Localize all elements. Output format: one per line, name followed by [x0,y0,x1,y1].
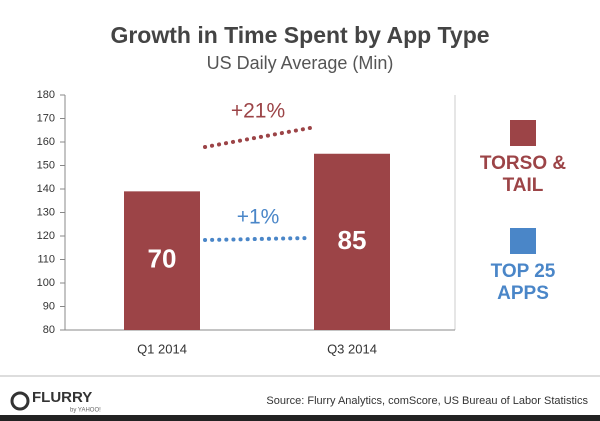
y-tick-label: 120 [37,230,55,242]
data-label: 70 [148,244,177,274]
x-tick-label: Q3 2014 [327,341,377,356]
y-tick-label: 150 [37,159,55,171]
legend-label: TOP 25 APPS [490,261,556,304]
y-tick-label: 140 [37,183,55,195]
dotted-connector [203,126,312,149]
dotted-connector [203,236,312,242]
chart-title: Growth in Time Spent by App Type [110,22,489,48]
logo: FLURRY [32,389,92,406]
legend-swatch [510,228,536,254]
legend-swatch [510,120,536,146]
y-tick-label: 100 [37,277,55,289]
y-tick-label: 80 [43,324,55,336]
annotation: +1% [237,206,280,229]
y-tick-label: 90 [43,300,55,312]
x-tick-label: Q1 2014 [137,341,187,356]
y-tick-label: 130 [37,206,55,218]
legend-label: TORSO & TAIL [479,153,567,196]
data-label: 85 [338,225,367,255]
logo-icon [10,391,30,411]
annotation: +21% [231,100,285,123]
y-tick-label: 110 [37,253,55,265]
bar-segment [314,153,390,330]
chart-subtitle: US Daily Average (Min) [207,53,394,73]
footer-bar [0,415,600,421]
source: Source: Flurry Analytics, comScore, US B… [266,395,588,407]
bar-segment [124,191,200,330]
logo-sub: by YAHOO! [70,408,101,414]
y-tick-label: 160 [37,136,55,148]
y-tick-label: 180 [37,89,55,101]
y-tick-label: 170 [37,112,55,124]
